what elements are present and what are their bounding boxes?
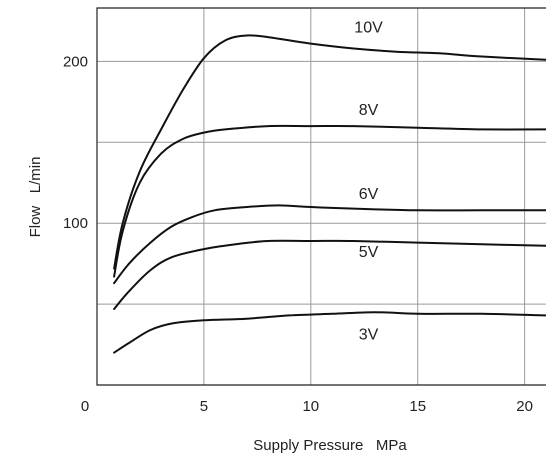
x-tick-label: 20 (516, 398, 533, 415)
series-line-5v (113, 239, 546, 310)
y-tick-label: 100 (63, 215, 88, 232)
x-tick-labels: 0 5 10 15 20 (81, 398, 533, 415)
plot-frame (96, 7, 546, 386)
flow-curves (113, 34, 546, 354)
series-label-5v: 5V (359, 244, 379, 261)
series-line-6v (113, 204, 546, 285)
series-line-3v (113, 311, 546, 354)
series-line-8v (113, 124, 546, 278)
series-label-6v: 6V (359, 186, 379, 203)
x-tick-label: 10 (302, 398, 319, 415)
x-axis-title: Supply Pressure MPa (253, 437, 407, 454)
series-labels: 10V 8V 6V 5V 3V (354, 19, 383, 343)
series-label-3v: 3V (359, 327, 379, 344)
series-label-10v: 10V (354, 19, 383, 36)
grid-lines (97, 8, 546, 385)
y-tick-label: 200 (63, 53, 88, 70)
y-tick-labels: 100 200 (63, 53, 88, 232)
x-tick-label: 15 (409, 398, 426, 415)
y-axis-title: Flow L/min (27, 157, 44, 238)
x-tick-label: 0 (81, 398, 89, 415)
x-tick-label: 5 (200, 398, 208, 415)
series-label-8v: 8V (359, 102, 379, 119)
series-line-10v (113, 34, 546, 270)
